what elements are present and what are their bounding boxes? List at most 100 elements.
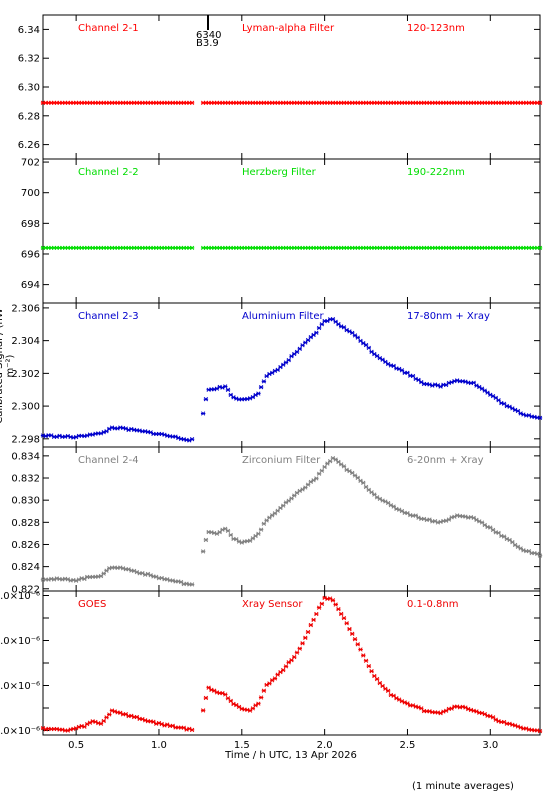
data-point	[339, 611, 344, 617]
data-point	[316, 605, 322, 610]
panel-channel-2-1: 6.26 6.28 6.30 6.32 6.34 Channel 2-1 Lyman-alp…	[18, 14, 543, 160]
data-point	[358, 647, 363, 652]
y-tick-label: 0.834	[11, 451, 40, 462]
data-point	[482, 388, 487, 393]
data-point	[203, 537, 209, 543]
series-channel-2-4	[40, 455, 543, 587]
data-point	[297, 346, 302, 351]
panel-frame	[42, 302, 541, 448]
data-point	[355, 335, 360, 340]
y-tick-label: 0.830	[11, 496, 40, 507]
y-tick-label: 0.824	[11, 562, 40, 573]
data-point	[107, 712, 112, 717]
x-tick-label: 3.0	[482, 740, 498, 751]
panel-channel-2-4: 0.822 0.824 0.826 0.828 0.830 0.832 0.834 Chann…	[11, 446, 543, 595]
y-tick-label: 0.826	[11, 540, 40, 551]
y-tick-label: 6.34	[18, 25, 40, 36]
data-point	[200, 549, 206, 554]
data-point	[314, 330, 319, 335]
panel-channel-2-3: 2.298 2.300 2.302 2.304 2.306 Channel 2-3 Alum…	[11, 302, 543, 448]
panel-label: Lyman-alpha Filter	[242, 23, 335, 34]
data-point	[258, 695, 264, 700]
y-tick-label: 2.298	[11, 434, 40, 445]
data-point	[352, 637, 358, 642]
data-point	[189, 100, 195, 105]
data-point	[305, 629, 311, 635]
data-point	[350, 631, 355, 636]
panel-label: 0.1-0.8nm	[407, 599, 459, 610]
panel-label: Aluminium Filter	[242, 311, 325, 322]
data-point	[297, 646, 302, 651]
y-tick-label: 702	[21, 158, 40, 169]
data-point	[223, 692, 228, 697]
panel-frame	[42, 446, 541, 592]
data-point	[361, 480, 366, 485]
data-point	[300, 641, 305, 646]
data-point	[303, 635, 308, 640]
data-point	[363, 658, 369, 663]
data-point	[311, 617, 316, 623]
data-point	[308, 622, 314, 628]
data-point	[319, 468, 325, 473]
data-point	[355, 642, 360, 647]
y-tick-label: 700	[21, 188, 40, 199]
y-axis-title: Calibrated Signal / (nW m⁻²)	[0, 308, 16, 424]
data-point	[341, 464, 347, 469]
data-point	[261, 688, 267, 693]
panel-frame	[42, 590, 541, 736]
y-tick-label: 6.0×10⁻⁶	[0, 591, 40, 602]
series-channel-2-3	[40, 317, 543, 443]
series-channel-2-1	[40, 100, 543, 105]
data-point	[314, 476, 319, 481]
y-tick-label: 3.0×10⁻⁶	[0, 726, 40, 737]
data-point	[223, 384, 228, 389]
data-point	[189, 582, 195, 587]
y-tick-label: 6.26	[18, 140, 40, 151]
data-point	[369, 669, 374, 674]
data-point	[314, 611, 319, 617]
y-tick-label: 2.306	[11, 303, 40, 314]
panel-label: 190-222nm	[407, 167, 465, 178]
data-point	[228, 532, 233, 538]
data-point	[374, 676, 380, 682]
x-tick-label: 0.5	[68, 740, 84, 751]
y-tick-label: 5.0×10⁻⁶	[0, 636, 40, 647]
data-point	[189, 727, 195, 733]
data-point	[537, 100, 543, 105]
panel-goes: 3.0×10⁻⁶ 4.0×10⁻⁶ 5.0×10⁻⁶ 6.0×10⁻⁶ GOES Xray…	[0, 590, 543, 737]
data-point	[292, 654, 297, 660]
event-marker-label-top: 6340	[196, 30, 221, 41]
panel-label: Channel 2-2	[78, 167, 139, 178]
series-goes	[40, 595, 543, 734]
data-point	[225, 387, 231, 392]
x-tick-label: 2.5	[400, 740, 416, 751]
data-point	[101, 718, 106, 724]
data-point	[261, 379, 267, 384]
panel-label: 17-80nm + Xray	[407, 311, 490, 322]
data-point	[526, 548, 532, 554]
data-point	[537, 728, 543, 734]
data-point	[281, 667, 286, 673]
data-point	[322, 464, 327, 470]
y-tick-label: 6.32	[18, 54, 40, 65]
y-tick-label: 2.304	[11, 336, 40, 347]
panel-label: Xray Sensor	[242, 599, 303, 610]
data-point	[319, 322, 325, 327]
data-point	[261, 521, 267, 526]
event-marker-label-bottom: B3.9	[196, 38, 219, 49]
x-axis-title: Time / h UTC, 13 Apr 2026	[225, 750, 357, 761]
panel-label: GOES	[78, 599, 106, 610]
x-tick-label: 1.5	[234, 740, 250, 751]
data-point	[316, 325, 322, 331]
data-point	[361, 653, 366, 658]
data-point	[347, 626, 352, 632]
data-point	[203, 397, 209, 402]
y-tick-label: 2.302	[11, 369, 40, 380]
data-point	[366, 664, 372, 669]
data-point	[200, 708, 206, 713]
data-point	[256, 391, 261, 396]
averaging-note: (1 minute averages)	[412, 781, 514, 792]
data-point	[537, 415, 543, 421]
y-tick-label: 6.30	[18, 83, 40, 94]
